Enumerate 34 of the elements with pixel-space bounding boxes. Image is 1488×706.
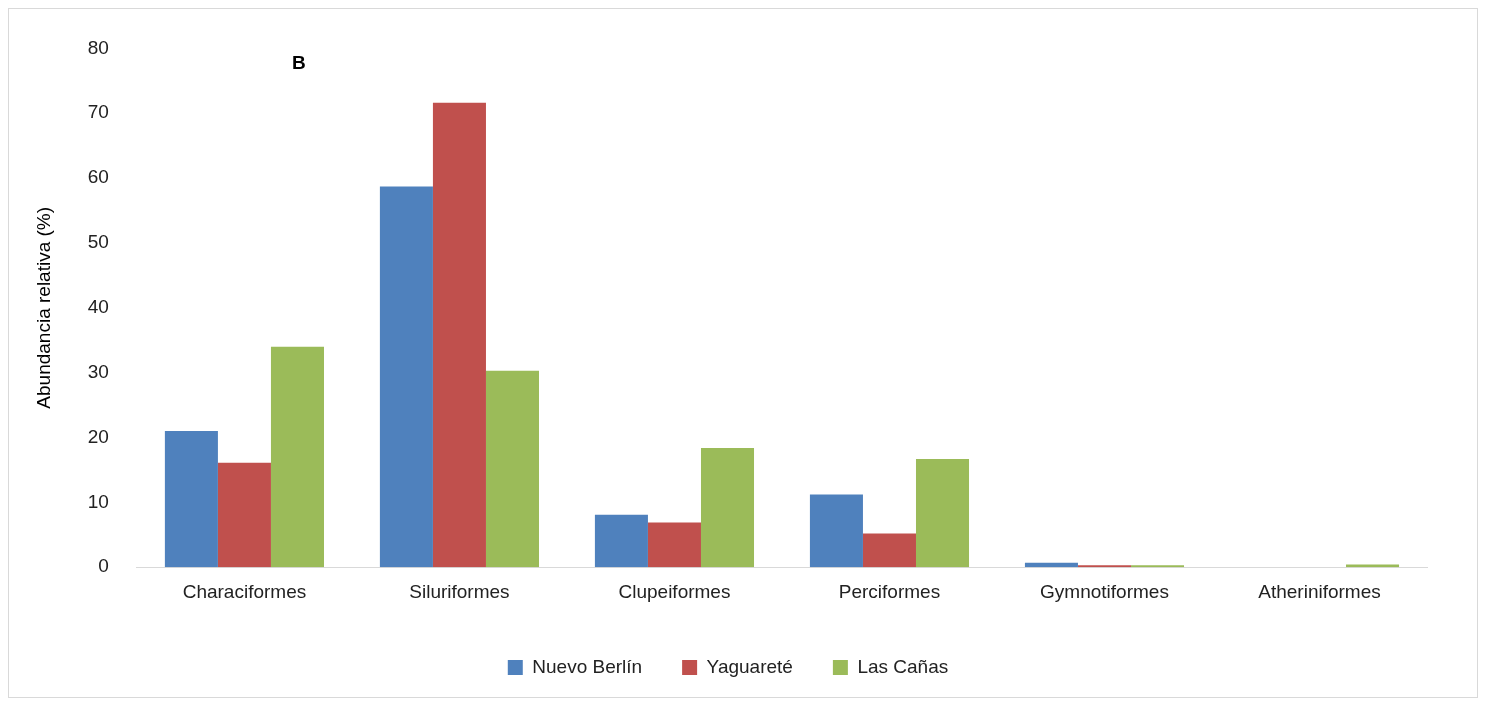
legend-label: Yaguareté	[706, 655, 793, 677]
x-tick-label: Characiformes	[182, 580, 307, 602]
y-tick-label: 10	[87, 490, 109, 512]
bar	[485, 370, 539, 568]
y-axis-title: Abundancia relativa (%)	[32, 206, 54, 409]
x-tick-label: Perciformes	[838, 580, 941, 602]
bar	[1131, 565, 1185, 568]
x-tick-label: Siluriformes	[409, 580, 510, 602]
legend-label: Nuevo Berlín	[532, 655, 643, 677]
bar	[594, 514, 648, 568]
y-tick-label: 40	[87, 296, 109, 318]
bar	[809, 494, 863, 568]
bar	[270, 346, 324, 568]
y-tick-label: 60	[87, 166, 109, 188]
y-tick-label: 30	[87, 360, 109, 382]
x-tick-label: Gymnotiformes	[1040, 580, 1169, 602]
annotation: B	[291, 52, 306, 74]
y-tick-label: 80	[87, 36, 109, 58]
bar	[862, 533, 916, 568]
bar	[432, 102, 486, 568]
bar	[700, 447, 755, 568]
bar	[647, 522, 701, 568]
bar	[164, 431, 218, 568]
bar	[915, 458, 970, 568]
y-tick-label: 50	[87, 231, 109, 253]
y-tick-label: 0	[98, 555, 109, 577]
bar	[379, 186, 433, 568]
x-tick-label: Clupeiformes	[618, 580, 731, 602]
bar	[1077, 565, 1131, 568]
x-tick-label: Atheriniformes	[1258, 580, 1381, 602]
bar	[217, 462, 271, 568]
legend-label: Las Cañas	[857, 655, 949, 677]
y-tick-label: 20	[87, 425, 109, 447]
y-tick-label: 70	[87, 101, 109, 123]
